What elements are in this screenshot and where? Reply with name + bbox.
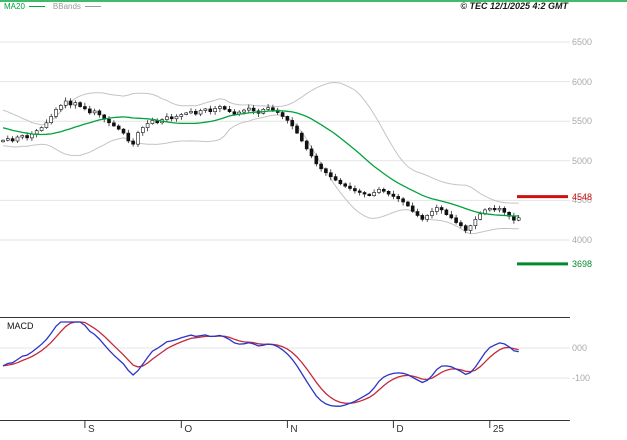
indicator-legend: MA20 BBands [4,2,109,11]
price-axis-label: 5500 [572,116,593,127]
ma20-line [2,110,519,217]
macd-line [2,321,519,407]
macd-panel-label: MACD [7,321,34,331]
x-axis-tick-label: 25 [492,424,504,435]
x-axis-tick-label: N [290,424,298,435]
price-axis-label: 6000 [572,76,593,87]
legend-ma20-label: MA20 [4,2,25,11]
x-axis-tick-label: D [396,424,404,435]
ma20-line-swatch [28,6,45,7]
macd-axis-label: 000 [572,343,588,353]
x-axis-tick-label: S [87,424,95,435]
copyright-text: © TEC 12/1/2025 4:2 GMT [460,1,568,11]
price-axis-label: 6500 [572,37,593,47]
legend-bbands-label: BBands [52,2,81,11]
resistance-price-label: 4548 [572,191,593,202]
bollinger-upper-line [2,81,519,204]
macd-axis-label: -100 [572,373,591,383]
price-axis-label: 4000 [572,235,593,245]
x-axis-tick-label: O [184,424,193,435]
candlesticks [1,97,521,234]
bbands-line-swatch [84,6,101,7]
price-axis-label: 4500 [572,195,593,206]
price-axis-label: 5000 [572,155,593,166]
macd-signal-line [2,321,519,404]
bollinger-lower-line [2,114,519,235]
support-price-label: 3698 [572,258,593,269]
